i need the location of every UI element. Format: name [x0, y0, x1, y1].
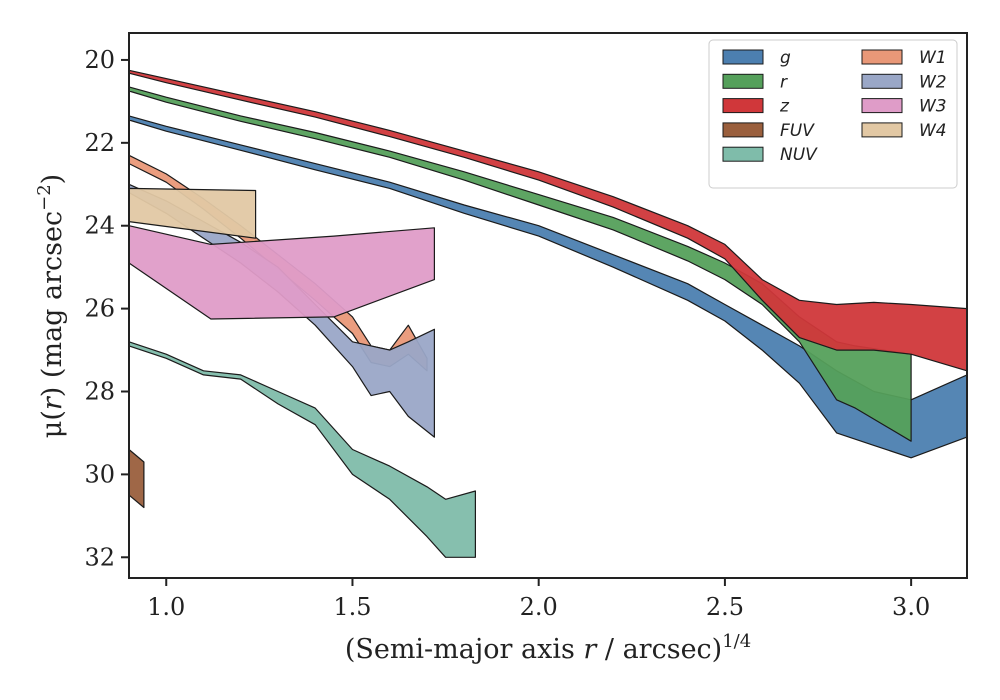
legend-swatch-z	[722, 98, 764, 114]
legend-swatch-w2	[861, 73, 903, 89]
band-nuv	[128, 341, 476, 558]
legend-label-w2: W2	[919, 72, 947, 92]
x-tick-label: 2.5	[706, 593, 744, 621]
legend-label-fuv: FUV	[780, 121, 815, 141]
y-tick-label: 24	[84, 212, 115, 240]
x-tick-label: 2.0	[520, 593, 558, 621]
y-axis-label: μ(r) (mag arcsec−2)	[34, 174, 68, 438]
legend-label-w1: W1	[919, 48, 947, 68]
y-tick-label: 22	[84, 129, 115, 157]
x-tick-label: 1.0	[147, 593, 185, 621]
legend-swatch-w1	[861, 49, 903, 65]
band-r	[128, 86, 912, 442]
legend-label-g: g	[780, 48, 791, 68]
legend-swatch-g	[722, 49, 764, 65]
legend-label-w3: W3	[919, 97, 947, 117]
y-tick-label: 28	[84, 377, 115, 405]
band-w3	[128, 225, 435, 320]
legend: grz FUV NUV W1 W2 W3 W4	[708, 39, 958, 189]
x-tick-label: 1.5	[333, 593, 371, 621]
legend-swatch-w4	[861, 122, 903, 138]
legend-swatch-fuv	[722, 122, 764, 138]
legend-swatch-r	[722, 73, 764, 89]
legend-label-r: r	[780, 72, 788, 92]
x-axis-label: (Semi-major axis r / arcsec)1/4	[345, 631, 751, 665]
axes: 20 22 24 26 28 30 32 1.0 1.5 2.0 2.5 3.0	[84, 32, 968, 621]
legend-label-z: z	[779, 97, 790, 117]
plot-frame	[128, 32, 968, 579]
y-tick-label: 26	[84, 295, 115, 323]
x-tick-label: 3.0	[892, 593, 930, 621]
legend-label-w4: W4	[919, 121, 947, 141]
y-tick-label: 32	[84, 543, 115, 571]
legend-swatch-nuv	[722, 146, 764, 162]
y-tick-label: 30	[84, 460, 115, 488]
y-tick-label: 20	[84, 46, 115, 74]
band-fuv	[128, 448, 145, 509]
legend-label-nuv: NUV	[780, 145, 818, 165]
legend-swatch-w3	[861, 98, 903, 114]
band-areas	[128, 69, 968, 558]
